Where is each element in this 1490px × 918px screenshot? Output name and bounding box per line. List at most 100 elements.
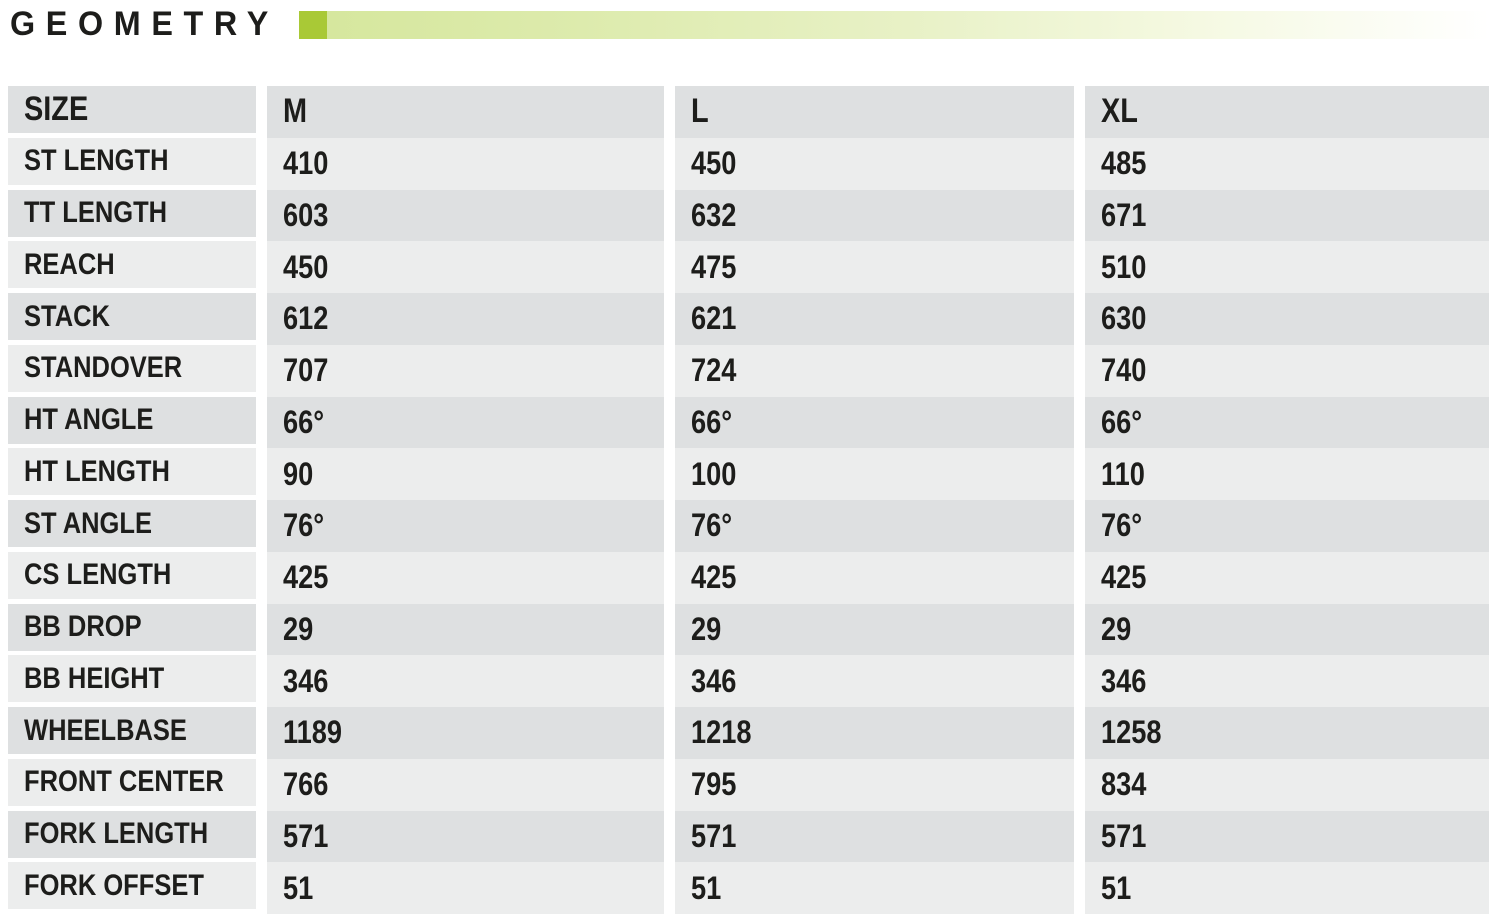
geometry-value-text: 66° [691, 403, 733, 440]
row-label-text: CS LENGTH [24, 558, 172, 592]
geometry-value: 834 [1085, 758, 1489, 811]
geometry-value-text: 346 [283, 662, 329, 699]
row-label-text: TT LENGTH [24, 196, 168, 229]
geometry-value-text: 571 [691, 817, 737, 854]
geometry-value-text: 612 [283, 300, 329, 337]
row-label: TT LENGTH [8, 189, 256, 237]
geometry-value-text: 834 [1101, 766, 1147, 803]
geometry-value: 29 [1085, 603, 1489, 656]
row-label: ST LENGTH [8, 137, 256, 185]
geometry-value-text: 76° [283, 507, 325, 544]
geometry-value-text: 603 [283, 196, 329, 233]
geometry-value-text: 29 [691, 610, 722, 647]
geometry-value: 571 [675, 810, 1074, 863]
row-label-text: HT ANGLE [24, 403, 154, 436]
geometry-value-text: 632 [691, 196, 737, 233]
geometry-value: 346 [1085, 655, 1489, 707]
geometry-value-text: 66° [1101, 403, 1143, 440]
geometry-value-text: 100 [691, 455, 737, 492]
geometry-value-text: 450 [691, 145, 737, 182]
column-header-text: L [691, 92, 709, 131]
geometry-value: 346 [267, 655, 664, 707]
geometry-value-text: 450 [283, 248, 329, 285]
column-header-text: M [283, 92, 308, 131]
geometry-value: 795 [675, 758, 1074, 811]
row-label-text: STACK [24, 299, 110, 333]
row-label-text: HT LENGTH [24, 454, 170, 488]
row-label: REACH [8, 241, 256, 289]
page-title: GEOMETRY [10, 5, 279, 43]
geometry-value-text: 66° [283, 403, 325, 440]
row-label-text: BB DROP [24, 610, 142, 643]
geometry-value-text: 76° [691, 507, 733, 544]
geometry-value: 346 [675, 655, 1074, 707]
row-label: FRONT CENTER [8, 758, 256, 806]
row-label: CS LENGTH [8, 551, 256, 599]
geometry-value-text: 425 [1101, 559, 1147, 596]
row-label: BB DROP [8, 603, 256, 651]
geometry-value-text: 425 [691, 559, 737, 596]
row-label: HT LENGTH [8, 448, 256, 496]
geometry-value: 110 [1085, 448, 1489, 500]
geometry-value-text: 76° [1101, 507, 1143, 544]
row-label-text: REACH [24, 247, 115, 281]
geometry-value-text: 29 [283, 610, 314, 647]
row-label-text: ST LENGTH [24, 144, 169, 178]
geometry-value-text: 571 [283, 817, 329, 854]
geometry-value-text: 1218 [691, 714, 752, 751]
geometry-value: 603 [267, 189, 664, 242]
row-label-text: FORK OFFSET [24, 868, 204, 902]
geometry-value-text: 51 [691, 869, 722, 906]
geometry-value-text: 29 [1101, 610, 1132, 647]
geometry-value: 632 [675, 189, 1074, 242]
geometry-value: 29 [675, 603, 1074, 656]
geometry-value-text: 346 [1101, 662, 1147, 699]
accent-square [299, 10, 328, 39]
geometry-value-text: 51 [1101, 869, 1132, 906]
geometry-value: 51 [267, 862, 664, 914]
page-header: GEOMETRY [10, 5, 1490, 44]
geometry-value: 66° [1085, 396, 1489, 449]
geometry-value: 630 [1085, 293, 1489, 345]
geometry-value-text: 410 [283, 145, 329, 182]
geometry-value: 66° [675, 396, 1074, 449]
column-header: L [675, 86, 1074, 138]
geometry-value: 621 [675, 293, 1074, 345]
geometry-value: 1189 [267, 707, 664, 759]
geometry-value: 1258 [1085, 707, 1489, 759]
geometry-value: 612 [267, 293, 664, 345]
column-header-size: SIZE [8, 86, 256, 133]
row-label-text: WHEELBASE [24, 713, 187, 747]
geometry-value-text: 346 [691, 662, 737, 699]
geometry-value: 571 [1085, 810, 1489, 863]
geometry-value: 66° [267, 396, 664, 449]
row-label: STACK [8, 293, 256, 340]
geometry-value: 571 [267, 810, 664, 863]
geometry-value-text: 621 [691, 300, 737, 337]
geometry-value-text: 90 [283, 455, 314, 492]
geometry-value: 51 [1085, 862, 1489, 914]
geometry-value: 485 [1085, 137, 1489, 190]
row-label: FORK LENGTH [8, 810, 256, 858]
geometry-value: 76° [1085, 500, 1489, 552]
geometry-value-text: 707 [283, 352, 329, 389]
geometry-value: 76° [675, 500, 1074, 552]
row-label-text: FRONT CENTER [24, 765, 224, 799]
geometry-value: 1218 [675, 707, 1074, 759]
geometry-value: 475 [675, 241, 1074, 293]
geometry-value: 76° [267, 500, 664, 552]
geometry-value: 510 [1085, 241, 1489, 293]
geometry-value: 90 [267, 448, 664, 500]
column-header-text: XL [1101, 92, 1138, 131]
geometry-value-text: 485 [1101, 145, 1147, 182]
row-label-text: FORK LENGTH [24, 817, 209, 850]
column-header: M [267, 86, 664, 138]
column-header-size-text: SIZE [24, 90, 89, 128]
geometry-value: 100 [675, 448, 1074, 500]
geometry-value: 707 [267, 344, 664, 397]
geometry-value: 29 [267, 603, 664, 656]
geometry-value-text: 766 [283, 766, 329, 803]
row-label-text: BB HEIGHT [24, 661, 165, 695]
geometry-value-text: 1258 [1101, 714, 1162, 751]
geometry-value-text: 671 [1101, 196, 1147, 233]
